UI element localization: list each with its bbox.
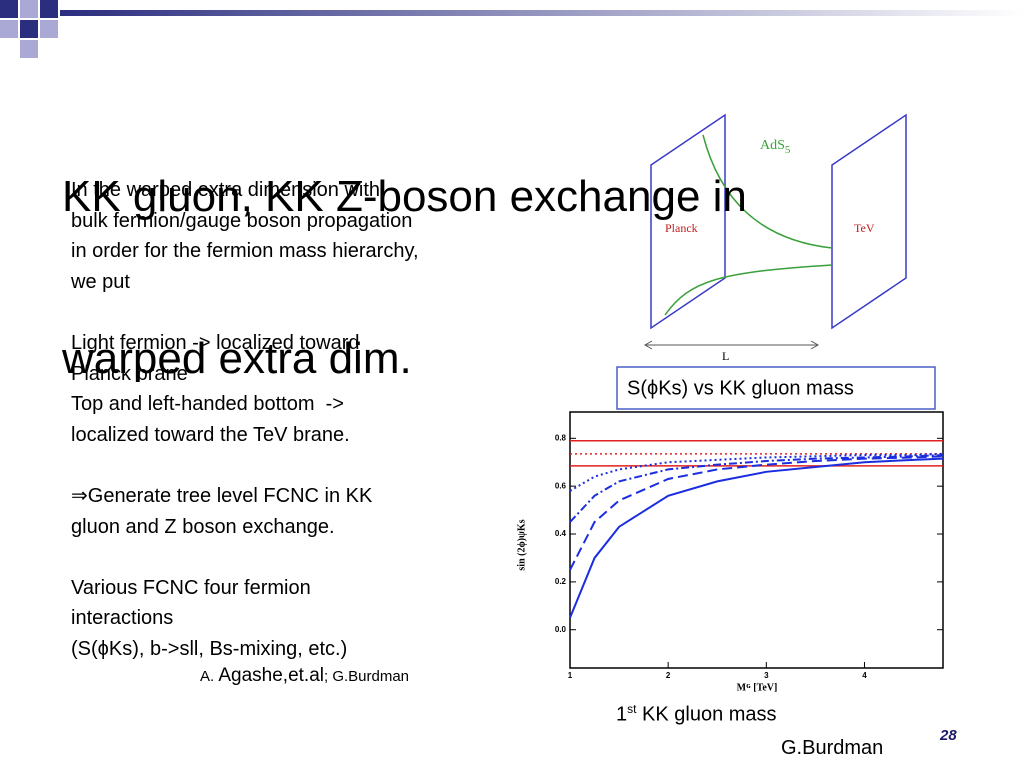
space-label: AdS5: [760, 138, 791, 155]
plot-frame: [569, 411, 944, 669]
title-line: warped extra dim.: [62, 334, 412, 383]
body-line: bulk fermion/gauge boson propagation: [71, 209, 413, 232]
curve: [664, 264, 833, 316]
plot-caption: S(ϕKs) vs KK gluon mass: [627, 377, 854, 399]
y-tick-label: 0.2: [555, 577, 567, 586]
body-line: we put: [71, 270, 130, 293]
brane-label: Planck: [665, 221, 698, 235]
deco: [20, 0, 38, 18]
series-line: [569, 455, 944, 571]
series-line: [569, 454, 944, 523]
deco: [20, 20, 38, 38]
deco-bar: [60, 10, 1024, 16]
body-line: (S(ϕKs), b->sll, Bs-mixing, etc.): [71, 637, 348, 660]
body-line: [71, 297, 419, 328]
x-tick-label: 2: [666, 671, 671, 680]
y-tick-label: 0.4: [555, 529, 567, 538]
deco: [40, 0, 58, 18]
deco: [0, 0, 18, 18]
body-line: ⇒Generate tree level FCNC in KK: [71, 484, 373, 507]
body-line: Various FCNC four fermion: [71, 576, 311, 599]
x-tick-label: 3: [764, 671, 769, 680]
body-line: Light fermion -> localized toward: [71, 331, 360, 354]
x-tick-label: 1: [568, 671, 573, 680]
title: KK gluon, KK Z-boson exchange in warped …: [62, 62, 747, 440]
body-line: [71, 542, 419, 573]
y-tick-label: 0.6: [555, 481, 567, 490]
title-line: KK gluon, KK Z-boson exchange in: [62, 172, 747, 221]
body-line: [71, 450, 419, 481]
body-line: localized toward the TeV brane.: [71, 423, 350, 446]
citation: A. Agashe,et.al; G.Burdman: [200, 665, 410, 686]
y-tick-label: 0.8: [555, 433, 567, 442]
curve: [702, 134, 833, 249]
length-label: L: [722, 349, 729, 363]
series-line: [569, 457, 944, 619]
page-number: 28: [940, 727, 957, 744]
deco: [20, 40, 38, 58]
body-line: Planck brane: [71, 362, 188, 385]
body-line: gluon and Z boson exchange.: [71, 515, 335, 538]
body-line: interactions: [71, 607, 174, 630]
series-line: [569, 452, 944, 492]
brane-label: TeV: [854, 221, 875, 235]
x-caption: 1st KK gluon mass: [616, 702, 777, 726]
deco: [0, 20, 18, 38]
credit: G.Burdman: [781, 737, 884, 759]
y-tick-label: 0.0: [555, 625, 567, 634]
body-line: in order for the fermion mass hierarchy,: [71, 240, 419, 263]
x-axis-label: Mᴳ [TeV]: [737, 682, 778, 693]
x-tick-label: 4: [862, 671, 867, 680]
body-line: Top and left-handed bottom ->: [71, 393, 344, 416]
deco: [40, 20, 58, 38]
caption-box: [616, 366, 936, 410]
body-text: In the warped extra dimension with bulk f…: [71, 175, 419, 665]
brane: [831, 113, 907, 330]
brane: [650, 113, 726, 330]
y-axis-label: sin (2ϕ)ψKs: [516, 519, 527, 570]
body-line: In the warped extra dimension with: [71, 179, 381, 201]
arrow-heads: [643, 340, 820, 350]
